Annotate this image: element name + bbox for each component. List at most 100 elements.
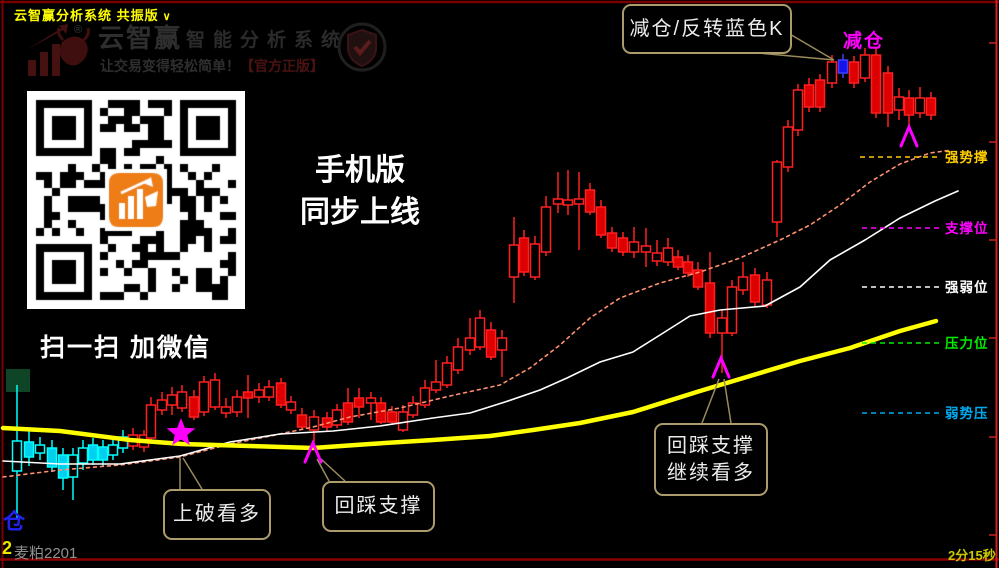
callout-reduce-reverse: 减仓/反转蓝色K	[622, 4, 792, 54]
candle-body	[107, 444, 119, 456]
candle-body	[792, 89, 804, 131]
green-marker-box	[6, 369, 30, 392]
candle-body	[220, 406, 232, 414]
candle-body	[761, 279, 773, 306]
candle-body	[46, 447, 58, 468]
candle-body	[584, 189, 596, 213]
candle-body	[716, 317, 728, 334]
promo-banner: 手机版 同步上线	[278, 150, 442, 234]
candle-body	[882, 72, 894, 114]
candle-body	[342, 402, 354, 423]
candle-body	[682, 261, 694, 274]
brand-tagline: 让交易变得轻松简单！【官方正版】	[100, 56, 324, 76]
candle-body	[496, 337, 508, 351]
candle-body	[198, 381, 210, 413]
candle-body	[331, 409, 343, 426]
candle-body	[552, 198, 564, 205]
candle-body	[782, 126, 794, 168]
candle-body	[870, 54, 882, 114]
candle-body	[464, 337, 476, 351]
candle-body	[263, 386, 275, 398]
candle-body	[23, 441, 35, 458]
shield-verified-icon	[337, 22, 387, 72]
candle-body	[275, 382, 287, 406]
candle-body	[662, 247, 674, 263]
candle-body	[914, 97, 926, 114]
candle-body	[508, 244, 520, 278]
brand-name: 云智赢	[98, 23, 183, 53]
callout-pullback-support: 回踩支撑	[322, 481, 435, 532]
candle-body	[97, 446, 109, 461]
chart-count: 2	[2, 538, 13, 558]
candle-body	[651, 252, 663, 262]
contract-name: 麦粕2201	[14, 545, 78, 562]
candle-body	[814, 79, 826, 108]
candle-body	[529, 243, 541, 278]
candle-body	[672, 256, 684, 268]
callout-breakout-bullish: 上破看多	[163, 489, 271, 540]
candle-body	[474, 317, 486, 348]
callout-tail	[182, 457, 203, 490]
candle-body	[903, 97, 915, 116]
level-label: 强势撑	[945, 149, 989, 165]
candle-body	[231, 396, 243, 413]
callout-text: 上破看多	[173, 503, 261, 525]
callout-text: 回踩支撑	[667, 434, 755, 457]
candle-body	[595, 206, 607, 236]
callout-text: 减仓/反转蓝色K	[629, 17, 785, 40]
candle-body	[407, 402, 419, 416]
candle-body	[253, 389, 265, 398]
candle-body	[365, 397, 377, 404]
candle-body	[242, 391, 254, 399]
support-caret-marker	[899, 123, 919, 148]
candle-body	[803, 84, 815, 108]
support-caret-marker	[303, 439, 323, 464]
level-label: 强弱位	[945, 279, 989, 295]
promo-line1: 手机版	[315, 154, 405, 187]
candle-body	[893, 96, 905, 111]
candle-body	[34, 444, 46, 454]
ma-white-line	[2, 190, 959, 465]
candle-body	[156, 399, 168, 411]
candle-body	[353, 397, 365, 408]
level-label: 压力位	[945, 335, 989, 351]
support-caret-marker	[711, 354, 731, 379]
qr-caption: 扫一扫 加微信	[40, 334, 211, 362]
candle-body	[771, 161, 783, 223]
candle-body	[11, 440, 23, 472]
reduce-position-label: 减仓	[843, 29, 885, 52]
candle-body	[859, 54, 871, 79]
candle-body	[296, 414, 308, 428]
candle-body	[67, 454, 79, 478]
candle-body	[692, 269, 704, 288]
candle-body	[826, 61, 838, 84]
position-label: 仓	[3, 509, 26, 534]
candle-body	[397, 411, 409, 431]
level-label: 弱势压	[945, 405, 989, 421]
candle-body	[540, 206, 552, 253]
candle-body	[188, 396, 200, 418]
candle-body	[386, 411, 398, 423]
candle-body	[749, 274, 761, 303]
promo-line2: 同步上线	[300, 196, 420, 229]
candle-body	[573, 198, 585, 205]
chevron-down-icon: ∨	[162, 11, 172, 23]
candle-body	[617, 237, 629, 253]
candle-body	[485, 329, 497, 358]
candle-body	[166, 394, 178, 406]
candle-body	[87, 444, 99, 461]
candle-body	[640, 245, 652, 253]
candle-body	[441, 362, 453, 386]
candle-body	[285, 401, 297, 411]
main-menu[interactable]: 云智赢分析系统 共振版 ∨	[14, 5, 172, 24]
tagline-text: 让交易变得轻松简单！	[100, 58, 240, 74]
candle-body	[77, 447, 89, 464]
candle-body	[837, 59, 849, 74]
callout-text: 继续看多	[667, 461, 755, 484]
callout-tail	[723, 378, 732, 424]
registered-mark: ®	[74, 24, 83, 36]
level-label: 支撑位	[944, 220, 989, 236]
countdown-timer: 2分15秒	[948, 548, 996, 563]
